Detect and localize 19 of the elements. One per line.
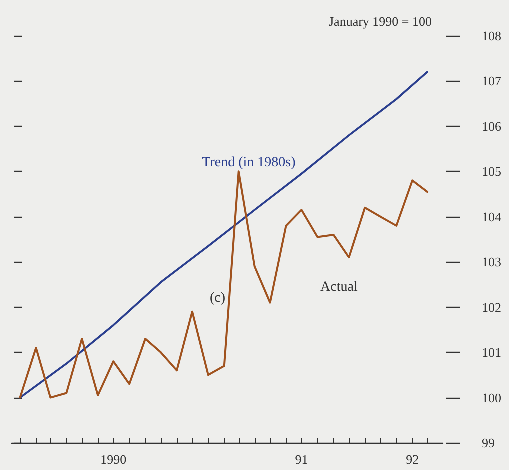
y-tick-label: 102 [482,300,502,315]
line-series [19,170,429,399]
x-tick-label: 92 [406,452,420,467]
series-label: Actual [320,280,358,296]
y-tick-label: 108 [482,28,502,44]
annotation: (c) [210,290,226,306]
y-tick-label: 101 [482,345,502,360]
y-tick-label: 105 [482,164,502,180]
x-tick-label: 1990 [100,452,127,467]
y-axis-title: January 1990 = 100 [328,14,432,29]
y-tick-label: 100 [482,390,502,406]
y-tick-label: 104 [482,209,502,224]
y-tick-label: 107 [482,74,502,89]
y-tick-label: 103 [482,254,502,270]
y-tick-label: 106 [482,118,502,134]
x-tick-label: 91 [295,452,308,467]
y-tick-label: 99 [482,436,495,450]
line-series [19,71,429,399]
series-label: Trend (in 1980s) [202,155,296,170]
